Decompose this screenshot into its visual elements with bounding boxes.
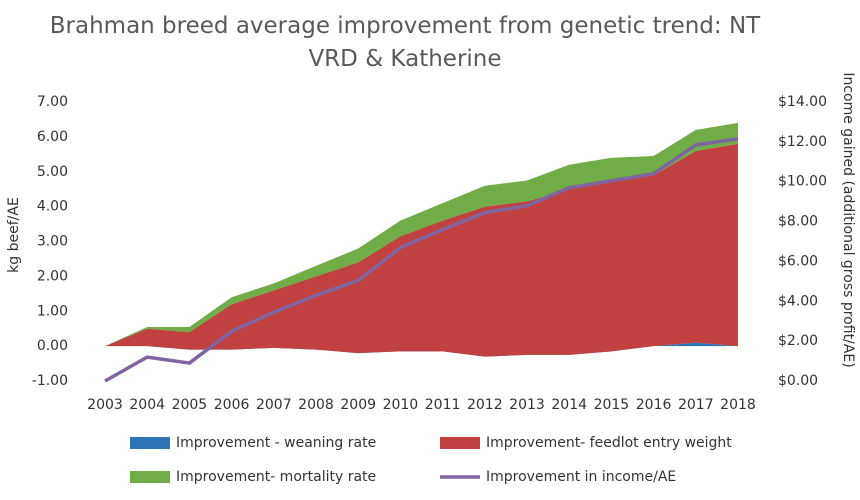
x-tick-label: 2005: [172, 397, 208, 413]
area: [105, 122, 738, 347]
y2-tick-label: $2.00: [778, 333, 818, 349]
y-tick-label: 1.00: [37, 303, 68, 319]
legend-swatch: [130, 471, 170, 483]
y2-tick-label: $4.00: [778, 293, 818, 309]
y2-tick-label: $10.00: [778, 174, 827, 190]
x-tick-label: 2017: [678, 397, 714, 413]
chart-title: Brahman breed average improvement from g…: [49, 13, 761, 72]
y2-axis-label: Income gained (additional gross profit/A…: [840, 72, 856, 367]
y2-tick-label: $6.00: [778, 253, 818, 269]
legend-label: Improvement - weaning rate: [176, 435, 376, 451]
x-tick-label: 2009: [340, 397, 376, 413]
x-tick-label: 2013: [509, 397, 545, 413]
x-tick-label: 2007: [256, 397, 292, 413]
x-tick-label: 2003: [87, 397, 123, 413]
x-tick-label: 2011: [425, 397, 461, 413]
y-tick-label: 2.00: [37, 268, 68, 284]
legend-label: Improvement- mortality rate: [176, 469, 376, 485]
legend-label: Improvement in income/AE: [486, 469, 676, 485]
y-tick-label: 0.00: [37, 338, 68, 354]
legend-swatch: [130, 437, 170, 449]
x-tick-label: 2016: [636, 397, 672, 413]
y-tick-label: 5.00: [37, 164, 68, 180]
y2-tick-label: $12.00: [778, 134, 827, 150]
y-tick-label: 4.00: [37, 199, 68, 215]
x-tick-label: 2018: [720, 397, 756, 413]
legend-swatch: [440, 437, 480, 449]
y-tick-label: -1.00: [32, 373, 68, 389]
x-tick-label: 2006: [214, 397, 250, 413]
line: [104, 137, 739, 383]
x-tick-label: 2010: [383, 397, 419, 413]
x-tick-label: 2012: [467, 397, 503, 413]
x-tick-label: 2004: [129, 397, 165, 413]
y-tick-label: 7.00: [37, 94, 68, 110]
y2-tick-label: $0.00: [778, 373, 818, 389]
area: [105, 143, 738, 357]
y-tick-label: 3.00: [37, 234, 68, 250]
y2-tick-label: $14.00: [778, 94, 827, 110]
legend-label: Improvement- feedlot entry weight: [486, 435, 732, 451]
y-tick-label: 6.00: [37, 129, 68, 145]
x-tick-label: 2014: [551, 397, 587, 413]
y-axis-label: kg beef/AE: [6, 197, 22, 273]
x-tick-label: 2015: [594, 397, 630, 413]
x-tick-label: 2008: [298, 397, 334, 413]
y2-tick-label: $8.00: [778, 214, 818, 230]
